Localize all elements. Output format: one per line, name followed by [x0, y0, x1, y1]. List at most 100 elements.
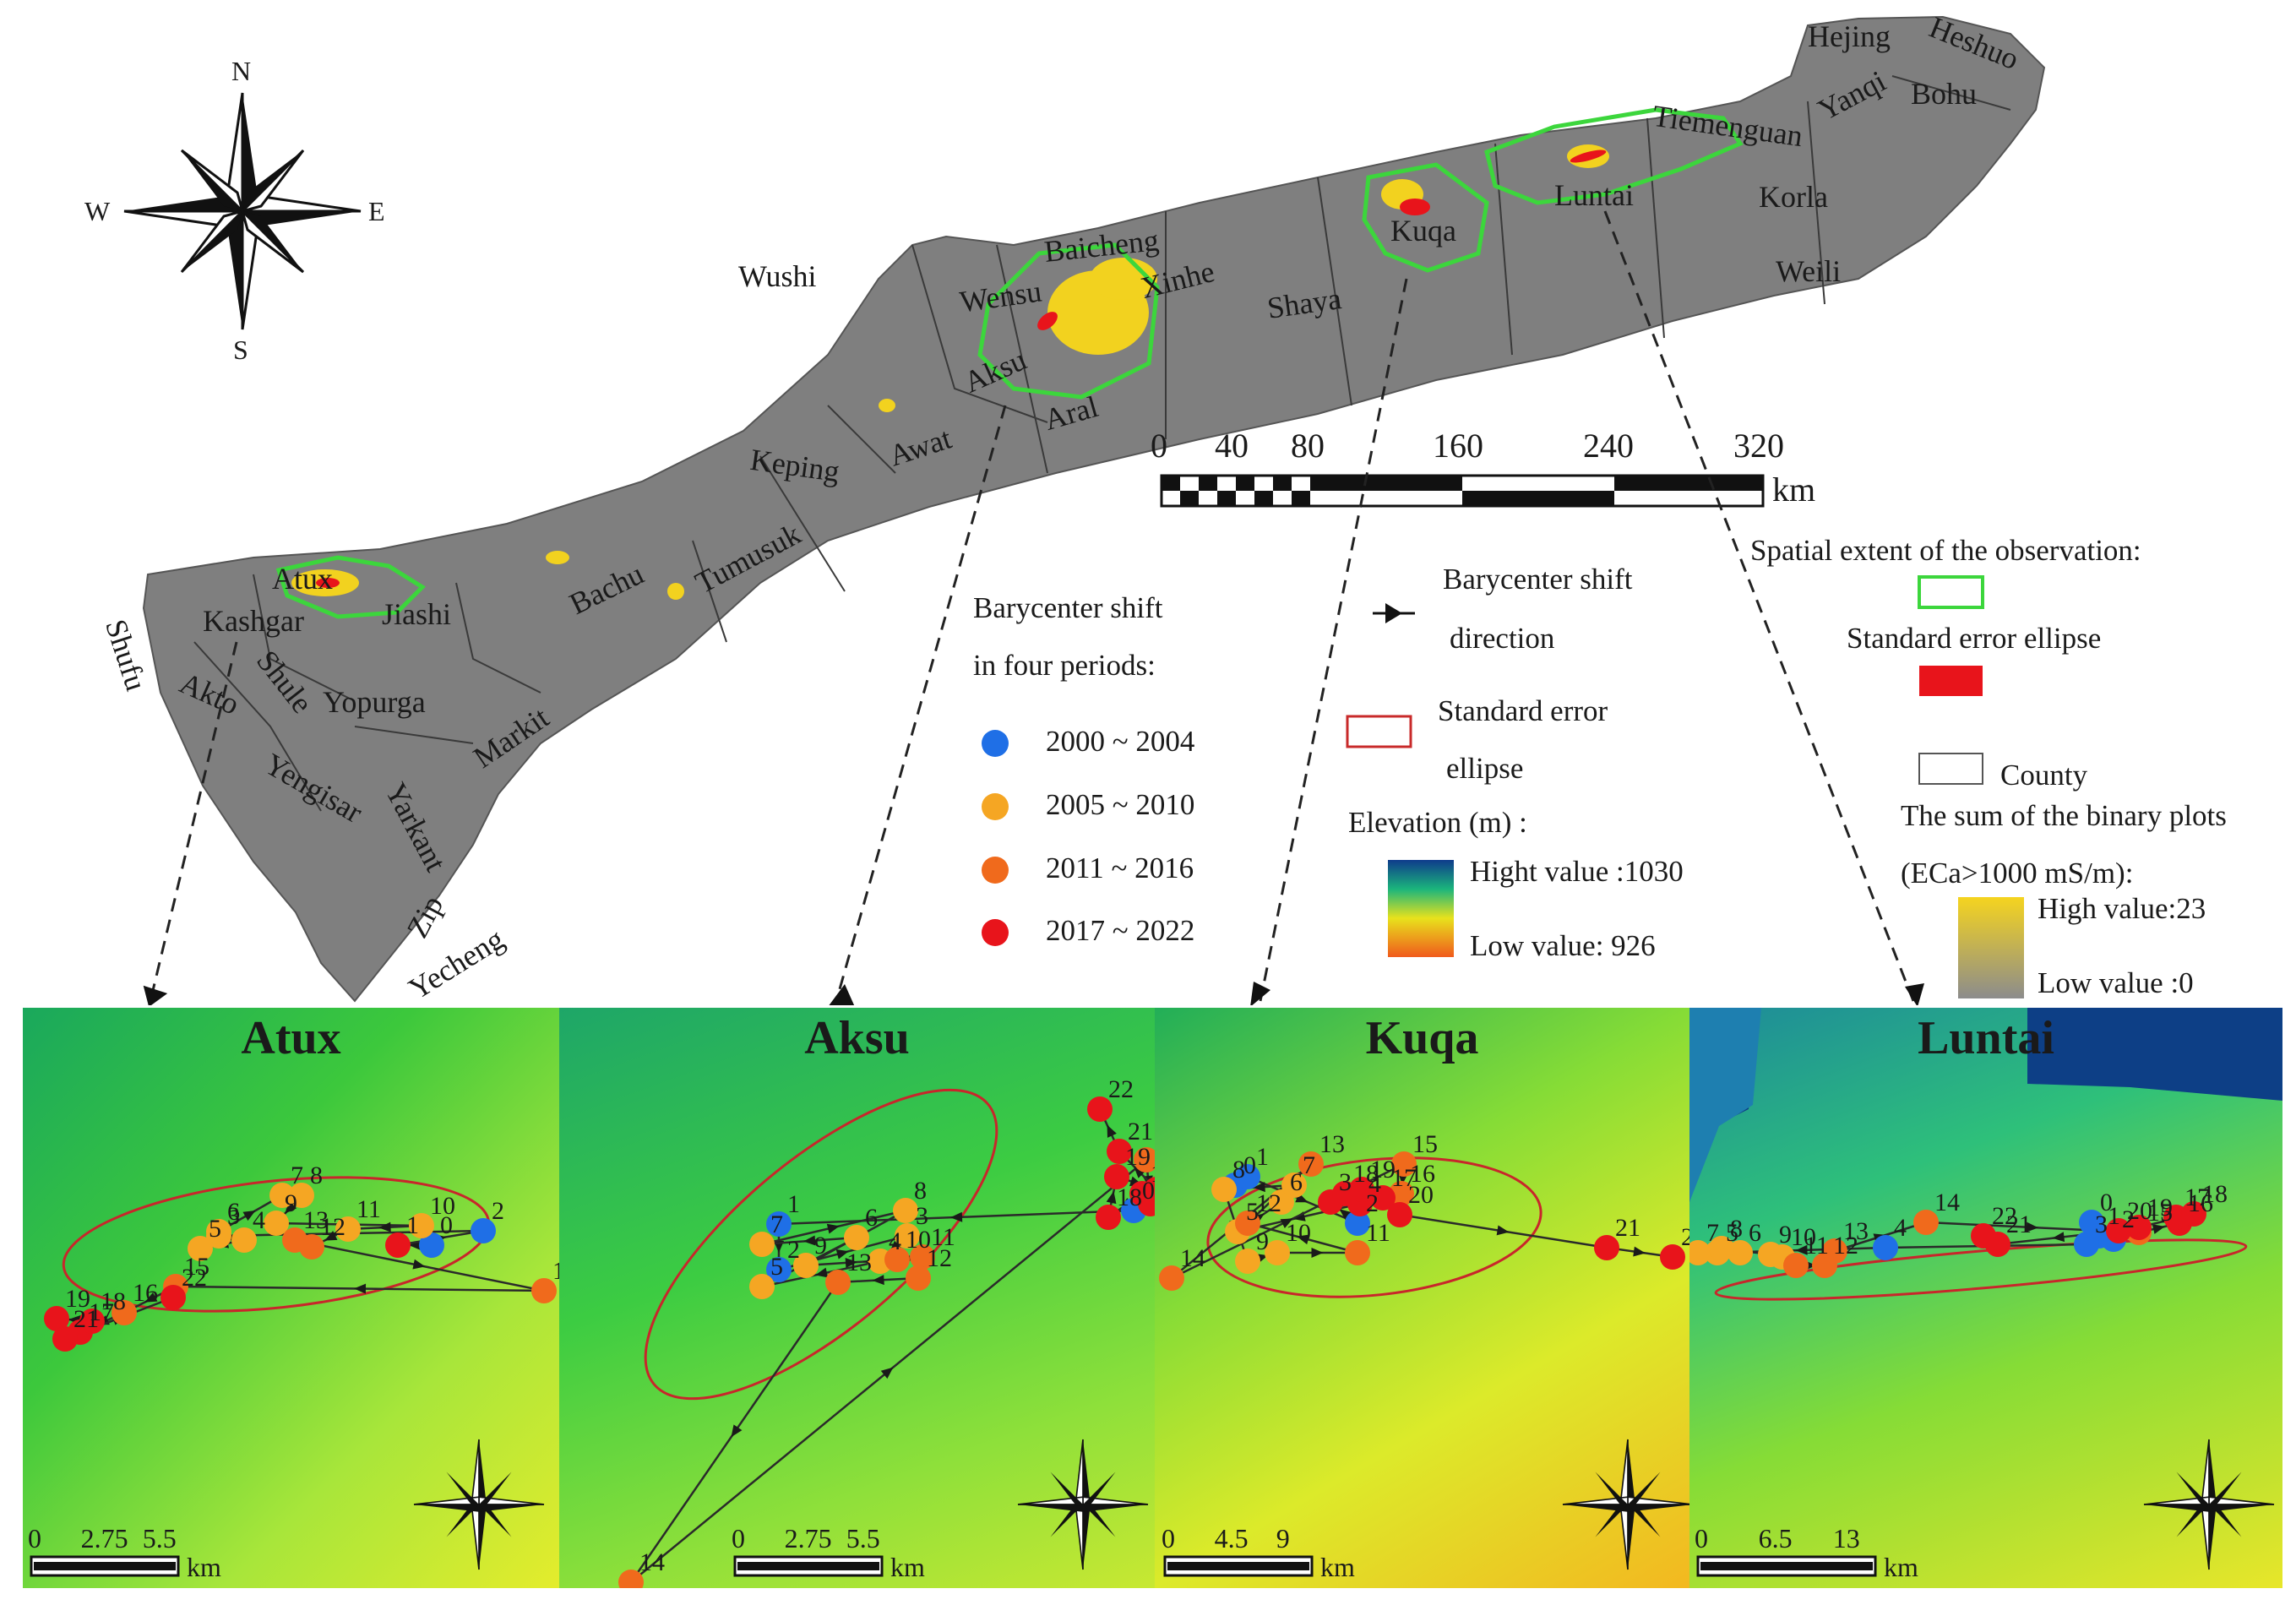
barycenter-point — [1709, 1236, 1734, 1261]
barycenter-point-label: 3 — [2095, 1211, 2108, 1238]
barycenter-point — [1689, 1240, 1711, 1265]
study-region — [142, 15, 2046, 1003]
county-label: Atux — [272, 562, 333, 596]
shift-direction-arrow — [1795, 1244, 1808, 1255]
barycenter-point-label: 0 — [2100, 1189, 2113, 1216]
panel-title: Kuqa — [1365, 1012, 1479, 1064]
barycenter-point-label: 10 — [1286, 1219, 1311, 1247]
barycenter-point-label: 19 — [2147, 1194, 2173, 1221]
barycenter-point — [1298, 1151, 1324, 1177]
standard-error-ellipse — [1714, 1238, 2248, 1301]
shift-direction-arrow — [731, 1424, 743, 1438]
barycenter-point — [1370, 1185, 1396, 1211]
observation-swatch — [1918, 575, 1984, 609]
barycenter-point — [1104, 1164, 1129, 1189]
barycenter-point — [1822, 1238, 1847, 1264]
barycenter-point — [793, 1253, 819, 1278]
barycenter-point-label: 5 — [1246, 1198, 1259, 1226]
legend-elevation-high: Hight value :1030 — [1470, 855, 1684, 888]
barycenter-point — [618, 1570, 644, 1588]
barycenter-point-label: 16 — [133, 1279, 158, 1307]
barycenter-point — [749, 1232, 775, 1257]
legend-period: 2005 ~ 2010 — [1046, 788, 1195, 821]
barycenter-point-label: 3 — [1339, 1168, 1352, 1196]
barycenter-point — [264, 1211, 289, 1236]
barycenter-point-label: 10 — [906, 1226, 931, 1254]
shift-direction-arrow — [872, 1275, 884, 1286]
barycenter-point — [385, 1232, 411, 1258]
barycenter-point-label: 19 — [1125, 1143, 1151, 1171]
shift-direction-arrow — [285, 1201, 297, 1214]
barycenter-point-label: 15 — [2147, 1199, 2173, 1227]
barycenter-point-label: 13 — [1843, 1217, 1869, 1245]
barycenter-point — [844, 1225, 869, 1250]
county-swatch — [1918, 753, 1983, 785]
panel-scale-tick: 9 — [1276, 1523, 1290, 1553]
barycenter-point-label: 6 — [227, 1198, 240, 1226]
panel-title: Atux — [241, 1012, 341, 1064]
shift-direction-arrow-icon — [1373, 603, 1415, 623]
panel-scale-tick: 0 — [28, 1523, 41, 1553]
county-label: Luntai — [1554, 178, 1634, 212]
panel-scale-unit: km — [1884, 1552, 1918, 1582]
county-label: Hejing — [1808, 19, 1891, 53]
shift-direction-arrow — [845, 1257, 857, 1268]
barycenter-point — [1235, 1249, 1260, 1274]
barycenter-point-label: 2 — [2122, 1205, 2135, 1233]
shift-direction-arrow — [1297, 1234, 1310, 1245]
barycenter-point-label: 14 — [1180, 1244, 1205, 1272]
barycenter-point — [1087, 1096, 1113, 1122]
barycenter-point-label: 12 — [1833, 1232, 1858, 1260]
barycenter-point — [1345, 1211, 1370, 1236]
legend-elevation-title: Elevation (m) : — [1348, 806, 1527, 839]
scale-tick: 40 — [1215, 427, 1249, 465]
barycenter-point — [766, 1257, 792, 1282]
barycenter-point-label: 16 — [2188, 1189, 2213, 1217]
shift-direction-arrow — [826, 1223, 840, 1234]
county-label: Yopurga — [323, 685, 426, 719]
barycenter-point — [1134, 1147, 1155, 1172]
shift-direction-arrow — [815, 1267, 829, 1278]
barycenter-point-label: 7 — [1303, 1151, 1315, 1179]
barycenter-point — [1096, 1205, 1121, 1230]
panel-scale-tick: 2.75 — [80, 1523, 128, 1553]
barycenter-point — [2181, 1201, 2206, 1227]
barycenter-point-label: 18 — [1117, 1183, 1142, 1211]
barycenter-point-label: 13 — [846, 1249, 872, 1276]
barycenter-point — [1391, 1151, 1417, 1177]
panel-scale-tick: 0 — [732, 1523, 745, 1553]
panel-scale-unit: km — [890, 1552, 925, 1582]
barycenter-point — [44, 1306, 69, 1331]
shift-direction-arrow — [1107, 1124, 1117, 1138]
legend-observation: Spatial extent of the observation: — [1750, 534, 2141, 567]
legend-binary-title: (ECa>1000 mS/m): — [1901, 857, 2134, 890]
study-area-map — [123, 15, 2046, 1005]
shift-direction-arrow — [1311, 1248, 1324, 1258]
barycenter-point — [1281, 1172, 1307, 1198]
barycenter-point-label: 16 — [1410, 1160, 1435, 1188]
barycenter-point-label: 11 — [1804, 1232, 1829, 1260]
elevation-ramp — [1388, 860, 1454, 957]
panel-kuqa: Kuqa 0 1 2 3 4 5 6 7 8 9 10 11 12 13 14 15 16 17 18 19 20 21 2… — [1155, 1008, 1689, 1588]
standard-error-ellipse — [644, 1088, 998, 1401]
compass-rose-icon — [2143, 1439, 2275, 1570]
barycenter-point-label: 17 — [1151, 1160, 1155, 1189]
barycenter-point-label: 21 — [73, 1305, 99, 1333]
barycenter-point-label: 7 — [770, 1211, 783, 1238]
legend-elevation-low: Low value: 926 — [1470, 929, 1656, 962]
barycenter-point — [531, 1278, 557, 1303]
barycenter-point-label: 2 — [1366, 1189, 1379, 1217]
compass-north-label: N — [231, 56, 252, 86]
county-label: Kuqa — [1390, 214, 1456, 248]
barycenter-point-label: 7 — [1706, 1219, 1719, 1247]
barycenter-point-label: 4 — [253, 1206, 265, 1234]
barycenter-point-label: 8 — [1730, 1215, 1743, 1243]
compass-rose-icon — [413, 1439, 545, 1570]
compass-rose-icon — [1017, 1439, 1149, 1570]
barycenter-point-label: 17 — [1391, 1164, 1417, 1192]
legend-period: 2017 ~ 2022 — [1046, 914, 1195, 947]
shift-direction-arrow — [378, 1221, 391, 1232]
legend-ellipse-outline: Standard error — [1438, 694, 1608, 727]
barycenter-point-label: 20 — [2127, 1197, 2152, 1225]
barycenter-point-label: 1 — [1256, 1143, 1269, 1171]
